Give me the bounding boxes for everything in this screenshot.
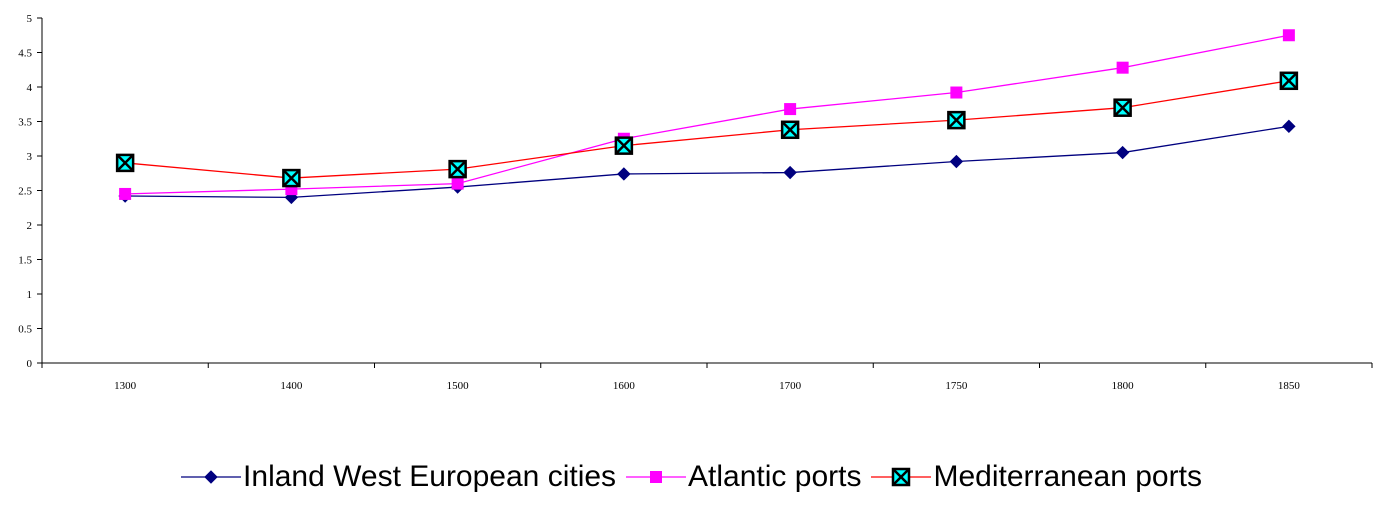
- square-marker: [1282, 29, 1295, 42]
- legend-item: Atlantic ports: [624, 460, 861, 494]
- legend-label: Inland West European cities: [243, 460, 617, 493]
- diamond-marker: [949, 154, 964, 169]
- x-tick-label: 1400: [280, 380, 303, 392]
- y-tick-label: 2: [27, 220, 33, 232]
- x-square-marker: [892, 467, 911, 487]
- x-axis-ticks: 1300 1400 1500 1600 1700 1750 1800 1850: [41, 363, 1373, 392]
- legend-swatch: [871, 467, 932, 487]
- square-marker: [784, 103, 797, 116]
- series-group: [115, 29, 1299, 205]
- legend-item: Inland West European cities: [179, 460, 616, 494]
- series-line: [125, 34, 1289, 195]
- x-tick-label: 1500: [447, 380, 470, 392]
- x-square-marker: [448, 159, 467, 179]
- y-tick-label: 2.5: [18, 186, 32, 198]
- y-tick-label: 5: [27, 13, 33, 25]
- y-tick-label: 4.5: [18, 48, 32, 60]
- y-tick-label: 4: [27, 82, 33, 94]
- legend-label: Atlantic ports: [688, 460, 862, 493]
- x-square-marker: [614, 136, 634, 155]
- diamond-marker: [1282, 119, 1296, 134]
- series-line: [125, 80, 1289, 179]
- legend-swatch: [181, 470, 242, 484]
- legend-swatch: [626, 471, 687, 483]
- x-tick-label: 1700: [779, 380, 802, 392]
- square-marker: [950, 86, 963, 99]
- square-marker: [650, 471, 663, 483]
- y-axis-ticks: 0 0.5 1 1.5 2 2.5 3 3.5 4 4.5 5: [18, 13, 42, 370]
- x-square-marker: [1279, 71, 1299, 91]
- x-square-marker: [115, 153, 135, 173]
- square-marker: [1116, 61, 1129, 74]
- y-tick-label: 3: [27, 151, 33, 163]
- x-tick-label: 1600: [613, 380, 636, 392]
- legend-item: Mediterranean ports: [869, 460, 1202, 494]
- x-tick-label: 1800: [1112, 380, 1135, 392]
- x-square-marker: [947, 110, 966, 130]
- x-square-marker: [1113, 98, 1132, 117]
- y-tick-label: 1.5: [18, 255, 32, 267]
- diamond-marker: [204, 470, 218, 484]
- diamond-marker: [617, 167, 631, 181]
- diamond-marker: [1115, 145, 1130, 160]
- legend: Inland West European cities Atlantic port…: [0, 452, 1381, 502]
- square-marker: [119, 187, 132, 200]
- legend-label: Mediterranean ports: [933, 460, 1202, 493]
- y-tick-label: 0: [27, 358, 33, 370]
- x-tick-label: 1850: [1278, 380, 1301, 392]
- series-line: [125, 125, 1289, 199]
- x-tick-label: 1300: [114, 380, 137, 392]
- x-tick-label: 1750: [945, 380, 968, 392]
- x-square-marker: [282, 168, 301, 188]
- y-tick-label: 3.5: [18, 117, 32, 129]
- series-3: [115, 71, 1299, 188]
- y-tick-label: 1: [27, 289, 33, 301]
- diamond-marker: [783, 165, 797, 180]
- y-tick-label: 0.5: [18, 324, 32, 336]
- square-marker: [451, 177, 464, 190]
- x-square-marker: [780, 120, 800, 140]
